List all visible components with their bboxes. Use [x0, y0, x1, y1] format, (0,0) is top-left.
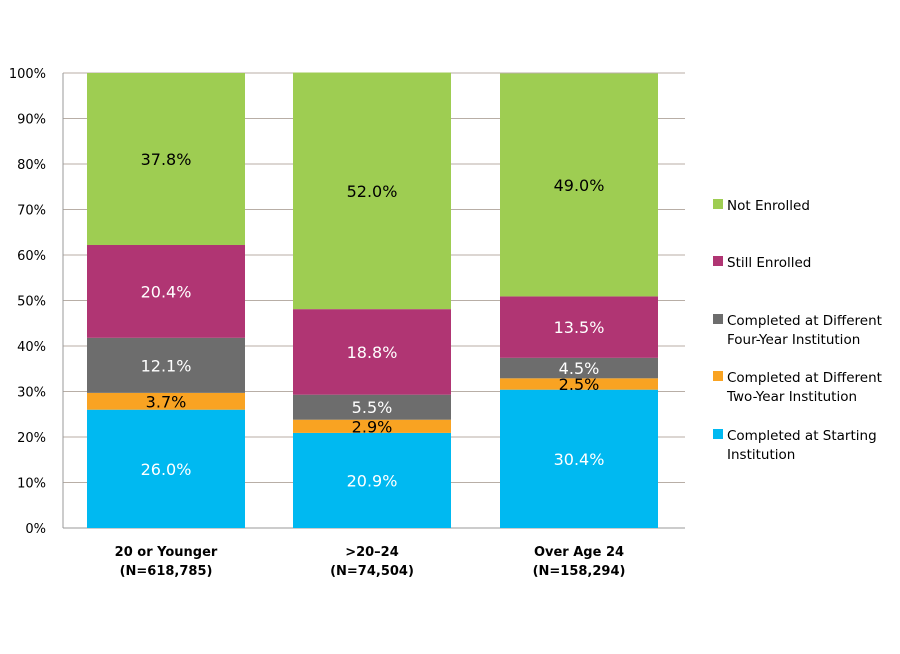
bar-segment [87, 73, 245, 245]
x-tick-label: >20–24 [345, 545, 399, 560]
bar-segment [87, 392, 245, 410]
x-tick-label: Over Age 24 [534, 545, 624, 560]
bar-segment [87, 409, 245, 528]
x-tick-label-n: (N=158,294) [533, 564, 626, 579]
legend-label: Completed at Starting [727, 428, 877, 444]
legend-swatch [713, 256, 723, 266]
bar-segment [293, 432, 451, 528]
legend-swatch [713, 429, 723, 439]
data-label: 20.4% [141, 282, 192, 301]
y-tick-label: 80% [17, 158, 46, 173]
bar-segment [500, 357, 658, 379]
legend-label: Two-Year Institution [726, 389, 857, 405]
data-label: 52.0% [347, 182, 398, 201]
bar-segment [293, 419, 451, 433]
bar-segment [500, 389, 658, 528]
legend-label: Four-Year Institution [727, 332, 860, 348]
legend-label: Completed at Different [727, 313, 882, 329]
y-tick-label: 60% [17, 249, 46, 264]
bar-segment [293, 394, 451, 420]
data-label: 3.7% [146, 392, 187, 411]
bar-segment [500, 73, 658, 297]
x-tick-label: 20 or Younger [115, 545, 218, 560]
y-tick-label: 90% [17, 113, 46, 128]
y-tick-label: 30% [17, 386, 46, 401]
data-label: 5.5% [352, 398, 393, 417]
data-label: 49.0% [554, 176, 605, 195]
bar-segment [87, 337, 245, 393]
legend-swatch [713, 199, 723, 209]
y-tick-label: 10% [17, 477, 46, 492]
y-tick-label: 50% [17, 295, 46, 310]
data-label: 2.5% [559, 375, 600, 394]
legend-label: Not Enrolled [727, 198, 810, 214]
data-label: 13.5% [554, 318, 605, 337]
bar-segment [87, 244, 245, 338]
data-label: 18.8% [347, 343, 398, 362]
x-tick-label-n: (N=74,504) [330, 564, 414, 579]
legend-label: Still Enrolled [727, 255, 811, 271]
y-tick-label: 70% [17, 204, 46, 219]
legend-swatch [713, 371, 723, 381]
y-tick-label: 0% [25, 522, 46, 537]
data-label: 12.1% [141, 356, 192, 375]
bar-segment [500, 296, 658, 358]
legend-label: Completed at Different [727, 370, 882, 386]
legend-label: Institution [727, 447, 795, 463]
x-tick-label-n: (N=618,785) [120, 564, 213, 579]
y-tick-label: 100% [9, 67, 46, 82]
data-label: 20.9% [347, 471, 398, 490]
y-tick-label: 20% [17, 431, 46, 446]
y-tick-label: 40% [17, 340, 46, 355]
bar-segment [293, 309, 451, 395]
data-label: 26.0% [141, 460, 192, 479]
data-label: 2.9% [352, 417, 393, 436]
data-label: 37.8% [141, 150, 192, 169]
bar-segment [500, 378, 658, 390]
data-label: 30.4% [554, 450, 605, 469]
data-label: 4.5% [559, 359, 600, 378]
legend-swatch [713, 314, 723, 324]
bar-segment [293, 72, 451, 310]
